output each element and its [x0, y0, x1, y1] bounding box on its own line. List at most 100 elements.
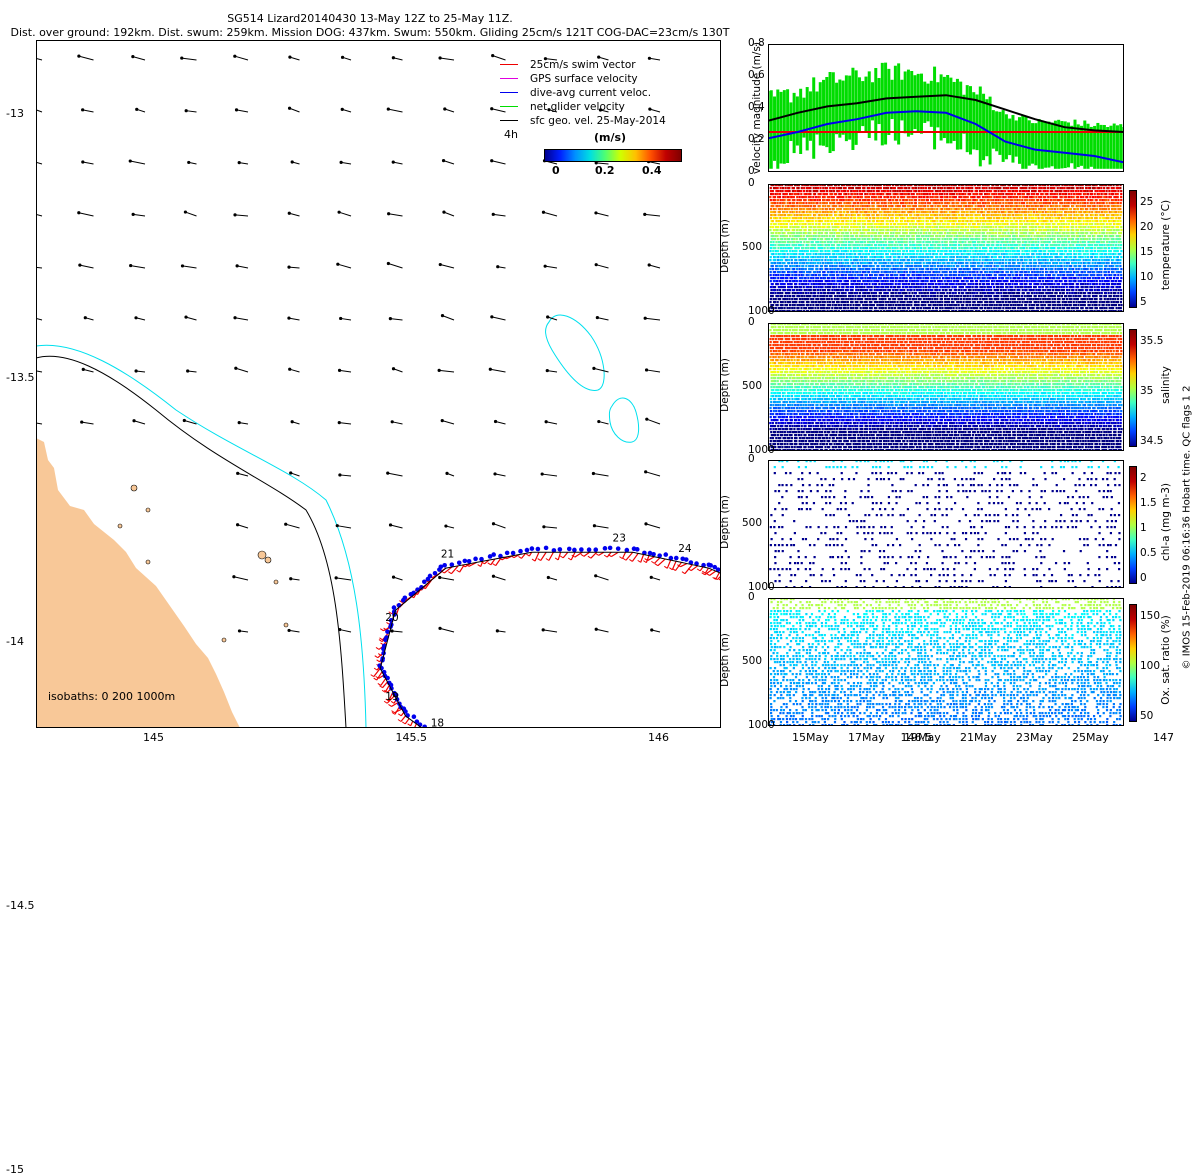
- profile-sample: [845, 298, 847, 300]
- velocity-arrow: [442, 211, 454, 216]
- profile-sample: [878, 247, 880, 249]
- profile-sample: [828, 196, 830, 198]
- legend-net: net glider velocity: [500, 100, 690, 114]
- profile-sample: [854, 223, 856, 225]
- profile-sample: [838, 301, 840, 303]
- profile-sample: [905, 268, 907, 270]
- profile-sample: [821, 220, 823, 222]
- profile-sample: [892, 226, 894, 228]
- profile-sample: [903, 238, 905, 240]
- profile-sample: [780, 241, 782, 243]
- profile-sample: [791, 250, 793, 252]
- profile-sample: [782, 262, 784, 264]
- profile-sample: [861, 211, 863, 213]
- profile-sample: [906, 250, 908, 252]
- profile-sample: [996, 187, 998, 189]
- profile-sample: [770, 199, 772, 201]
- velocity-arrow: [341, 108, 351, 112]
- profile-sample: [969, 298, 971, 300]
- islet: [284, 623, 288, 627]
- profile-sample: [799, 250, 801, 252]
- islet: [131, 485, 137, 491]
- profile-sample: [780, 187, 782, 189]
- profile-sample: [995, 211, 997, 213]
- profile-sample: [859, 226, 861, 228]
- profile-sample: [974, 277, 976, 279]
- profile-sample: [773, 187, 775, 189]
- velocity-arrow: [78, 264, 93, 268]
- profile-sample: [791, 220, 793, 222]
- velocity-arrow: [489, 368, 506, 372]
- profile-sample: [814, 256, 816, 258]
- profile-sample: [934, 277, 936, 279]
- profile-sample: [789, 289, 791, 291]
- profile-sample: [949, 304, 951, 306]
- profile-sample: [993, 214, 995, 216]
- profile-sample: [887, 232, 889, 234]
- profile-sample: [958, 274, 960, 276]
- profile-sample: [775, 223, 777, 225]
- profile-sample: [834, 289, 836, 291]
- profile-sample: [946, 256, 948, 258]
- profile-sample: [939, 289, 941, 291]
- profile-sample: [788, 199, 790, 201]
- profile-sample: [819, 199, 821, 201]
- profile-sample: [929, 241, 931, 243]
- profile-sample: [889, 298, 891, 300]
- profile-sample: [920, 259, 922, 261]
- profile-sample: [774, 238, 776, 240]
- profile-sample: [942, 289, 944, 291]
- profile-sample: [877, 214, 879, 216]
- profile-sample: [789, 298, 791, 300]
- profile-sample: [939, 283, 941, 285]
- profile-sample: [797, 241, 799, 243]
- profile-sample: [814, 226, 816, 228]
- profile-sample: [859, 208, 861, 210]
- profile-sample: [946, 274, 948, 276]
- profile-sample: [918, 199, 920, 201]
- profile-sample: [779, 289, 781, 291]
- profile-sample: [814, 289, 816, 291]
- profile-sample: [986, 220, 988, 222]
- profile-sample: [901, 187, 903, 189]
- profile-sample: [791, 286, 793, 288]
- profile-sample: [852, 208, 854, 210]
- profile-sample: [894, 193, 896, 195]
- dac-point: [491, 552, 496, 557]
- profile-sample: [988, 265, 990, 267]
- profile-sample: [845, 277, 847, 279]
- profile-sample: [772, 232, 774, 234]
- profile-sample: [976, 307, 978, 309]
- profile-sample: [995, 202, 997, 204]
- profile-sample: [833, 217, 835, 219]
- profile-sample: [904, 265, 906, 267]
- profile-sample: [1007, 226, 1009, 228]
- profile-sample: [864, 193, 866, 195]
- dac-point: [457, 561, 462, 566]
- profile-sample: [943, 250, 945, 252]
- profile-sample: [986, 262, 988, 264]
- dac-point: [593, 547, 598, 552]
- velocity-arrow: [339, 317, 351, 320]
- profile-sample: [950, 265, 952, 267]
- profile-sample: [953, 229, 955, 231]
- profile-sample: [1002, 193, 1004, 195]
- profile-sample: [990, 295, 992, 297]
- surface-velocity-arrows: [36, 54, 660, 633]
- profile-sample: [962, 226, 964, 228]
- profile-sample: [953, 241, 955, 243]
- profile-sample: [955, 196, 957, 198]
- profile-sample: [960, 301, 962, 303]
- profile-sample: [822, 253, 824, 255]
- velocity-arrow: [338, 421, 351, 424]
- profile-sample: [915, 190, 917, 192]
- profile-sample: [902, 280, 904, 282]
- velocity-arrow: [592, 367, 608, 372]
- velocity-arrow: [392, 56, 403, 60]
- profile-sample: [803, 283, 805, 285]
- profile-sample: [988, 253, 990, 255]
- profile-sample: [995, 235, 997, 237]
- profile-sample: [894, 259, 896, 261]
- profile-sample: [948, 262, 950, 264]
- profile-sample: [774, 286, 776, 288]
